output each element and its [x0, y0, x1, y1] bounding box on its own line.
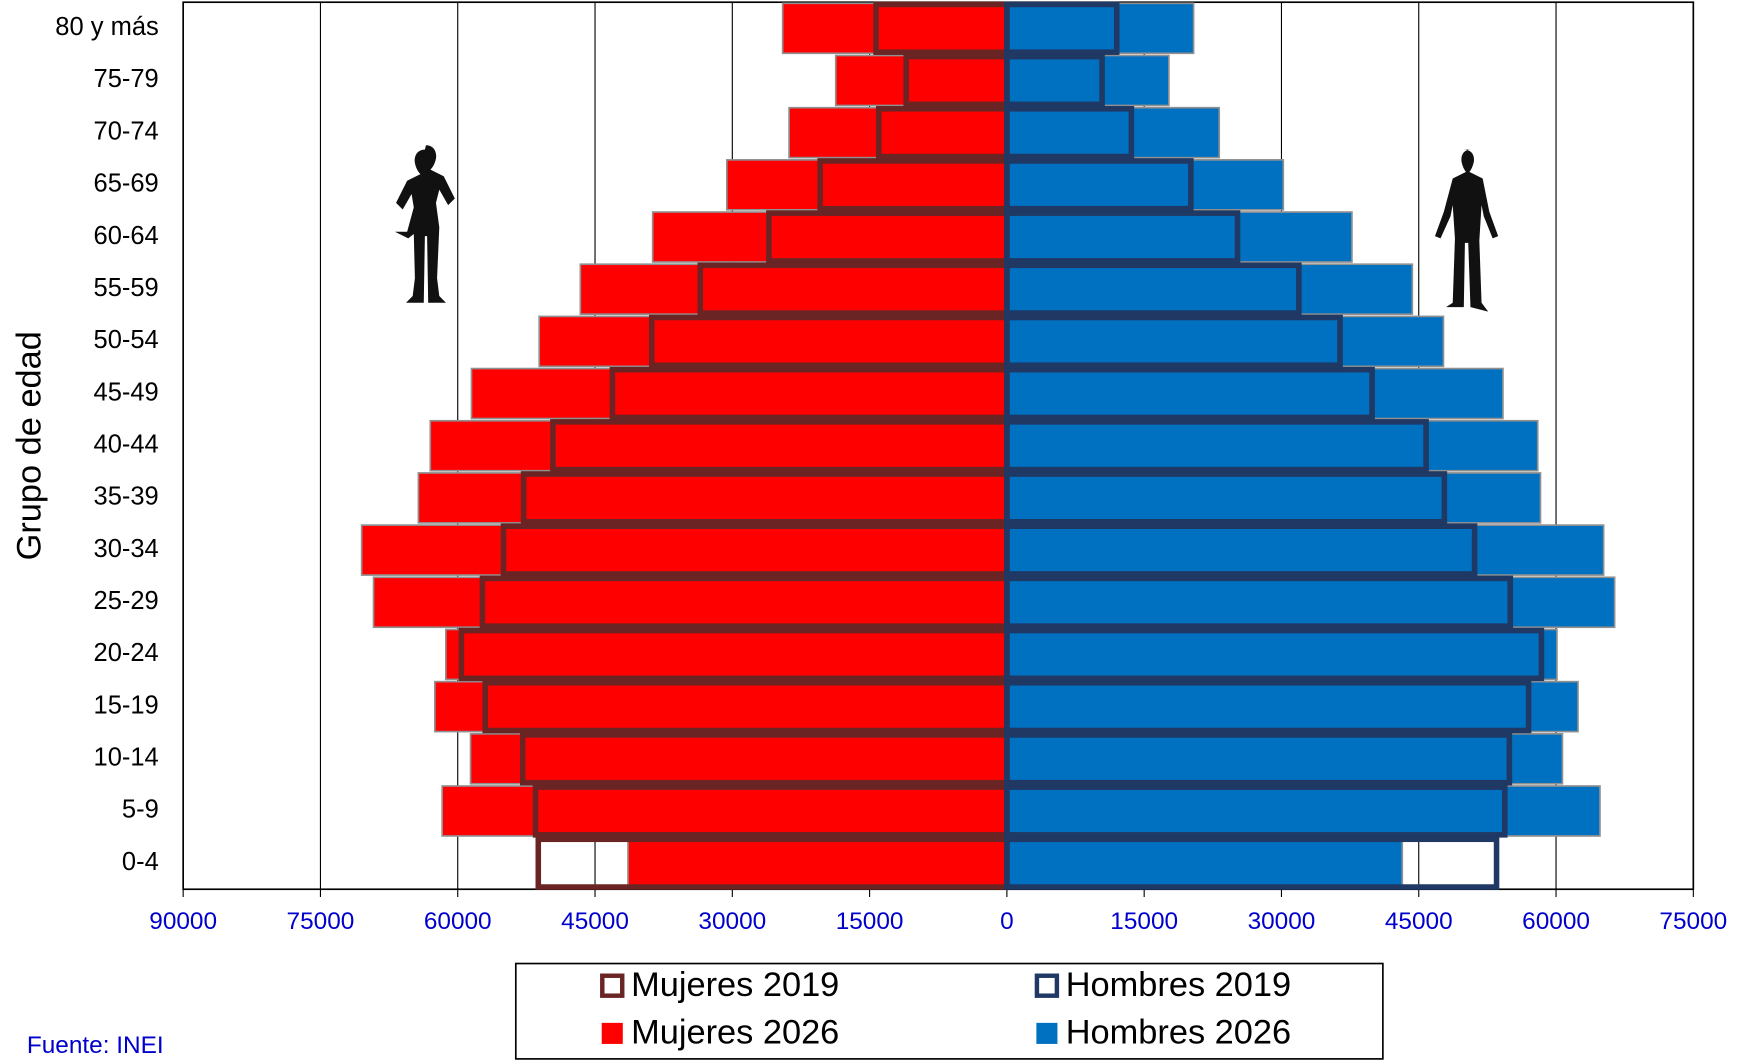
x-tick-label: 45000	[1385, 908, 1453, 935]
bar-outline	[1004, 523, 1478, 577]
bar	[651, 211, 1008, 263]
bar	[781, 2, 1008, 55]
bar	[1006, 732, 1564, 785]
bar	[538, 315, 1008, 368]
legend-swatch	[1034, 973, 1060, 998]
legend-label: Hombres 2019	[1066, 966, 1291, 1004]
y-tick-label: 70-74	[94, 117, 159, 145]
bar	[445, 628, 1008, 681]
bar-outline	[1004, 784, 1508, 838]
x-tick-label: 60000	[424, 908, 492, 935]
x-tick-label: 15000	[1110, 908, 1178, 935]
bar-outline	[1004, 366, 1375, 421]
y-tick-label: 15-19	[94, 691, 159, 719]
bar	[417, 472, 1008, 524]
y-tick-label: 45-49	[94, 378, 159, 406]
x-tick-label: 0	[1000, 908, 1014, 935]
bar	[579, 263, 1008, 316]
x-tick-label: 15000	[836, 908, 904, 935]
bar-outline	[1004, 471, 1448, 525]
bar	[1006, 785, 1601, 837]
bar	[1006, 680, 1579, 733]
y-tick-label: 30-34	[94, 535, 159, 563]
y-tick-label: 35-39	[94, 483, 159, 511]
bar-outline	[1004, 314, 1343, 369]
bar	[1006, 263, 1414, 316]
bar	[834, 54, 1008, 107]
labels: 90000 75000 60000 45000 30000 15000 0 15000 3000…	[55, 13, 1727, 935]
bar	[788, 106, 1008, 159]
y-tick-label: 50-54	[94, 326, 159, 354]
legend-label: Hombres 2026	[1066, 1014, 1291, 1052]
x-tick-label: 30000	[698, 908, 766, 935]
bar	[1006, 419, 1539, 472]
y-axis-label: Grupo de edad	[10, 331, 48, 560]
legend-label: Mujeres 2026	[631, 1014, 839, 1052]
bar-outline	[1004, 158, 1194, 212]
bar-outline	[1004, 210, 1241, 264]
legend-swatch	[601, 1022, 623, 1044]
bar-outline	[1004, 262, 1302, 316]
bar-outline	[1004, 836, 1500, 890]
man-icon	[1434, 149, 1499, 312]
bar-outline	[1004, 732, 1513, 786]
bar	[429, 419, 1008, 472]
y-tick-label: 25-29	[94, 587, 159, 615]
y-tick-label: 80 y más	[55, 13, 158, 41]
y-tick-label: 75-79	[94, 65, 159, 93]
bar	[434, 680, 1008, 733]
legend-label: Mujeres 2019	[631, 966, 839, 1004]
bar	[1006, 2, 1195, 55]
legend: Mujeres 2019 Hombres 2019 Mujeres 2026 Homb…	[600, 966, 1291, 1052]
y-tick-label: 55-59	[94, 274, 159, 302]
x-tick-label: 30000	[1248, 908, 1316, 935]
bar	[1006, 54, 1170, 107]
x-tick-label: 90000	[149, 908, 217, 935]
y-tick-label: 0-4	[122, 848, 159, 876]
bars	[360, 1, 1616, 890]
y-tick-label: 5-9	[122, 796, 159, 824]
bar	[1006, 315, 1445, 368]
bar	[470, 367, 1008, 420]
bar-outline	[1004, 575, 1514, 629]
bar-outline	[1004, 53, 1105, 108]
bar-outline	[1004, 419, 1429, 473]
bar-outline	[1004, 679, 1532, 734]
x-tick-label: 45000	[561, 908, 629, 935]
bar	[360, 524, 1008, 576]
bar	[725, 159, 1008, 211]
bar	[1006, 159, 1285, 211]
y-tick-label: 40-44	[94, 430, 159, 458]
bar	[1006, 576, 1616, 629]
bar-outline	[1004, 106, 1135, 160]
bar	[1006, 628, 1558, 681]
bar	[1006, 106, 1221, 159]
bar	[1006, 837, 1404, 889]
y-tick-label: 10-14	[94, 744, 159, 772]
legend-swatch	[1036, 1022, 1058, 1044]
bar	[1006, 524, 1605, 576]
y-tick-label: 60-64	[94, 222, 159, 250]
bar	[1006, 472, 1542, 524]
legend-box	[514, 962, 1384, 1060]
source: Fuente: INEI	[27, 1032, 164, 1059]
y-tick-label: 65-69	[94, 170, 159, 198]
bar-outline	[1004, 1, 1120, 55]
bar	[627, 837, 1008, 889]
x-tick-label: 75000	[287, 908, 355, 935]
bar-outline	[1004, 627, 1545, 682]
woman-icon	[394, 145, 455, 303]
bar	[1006, 367, 1504, 420]
bar	[469, 732, 1008, 785]
legend-swatch	[600, 973, 625, 998]
bar	[1006, 211, 1353, 263]
bar	[441, 785, 1008, 837]
y-tick-label: 20-24	[94, 639, 159, 667]
bar	[372, 576, 1008, 629]
x-tick-label: 75000	[1659, 908, 1727, 935]
x-tick-label: 60000	[1522, 908, 1590, 935]
